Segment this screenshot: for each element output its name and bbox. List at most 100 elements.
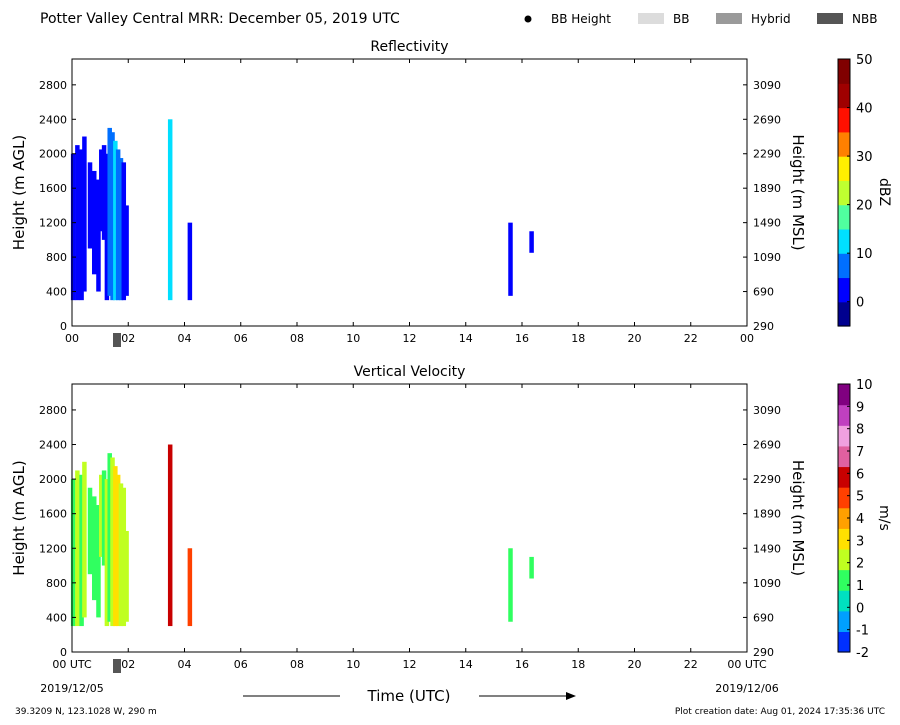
start-date: 2019/12/05	[40, 682, 103, 695]
reflectivity-colorbar-label: dBZ	[876, 178, 892, 206]
vertical-velocity-x-tick-label: 02	[121, 658, 135, 671]
legend-label: BB Height	[551, 12, 611, 26]
plot-creation-date: Plot creation date: Aug 01, 2024 17:35:3…	[675, 707, 885, 717]
vertical-velocity-colorbar-segment	[838, 487, 850, 509]
reflectivity-title: Reflectivity	[370, 39, 448, 55]
legend-swatch	[638, 13, 664, 24]
vertical-velocity-colorbar-tick-label: 8	[856, 423, 864, 438]
reflectivity-y-tick-label: 2800	[39, 79, 67, 92]
reflectivity-data-column	[79, 149, 84, 301]
vertical-velocity-colorbar-segment	[838, 507, 850, 529]
vertical-velocity-colorbar-label: m/s	[876, 505, 892, 531]
vertical-velocity-y-tick-label-right: 2290	[753, 473, 781, 486]
reflectivity-y-tick-label: 2000	[39, 148, 67, 161]
vertical-velocity-x-tick-label: 08	[290, 658, 304, 671]
vertical-velocity-y-tick-label: 400	[46, 611, 67, 624]
reflectivity-data-column	[75, 145, 80, 301]
reflectivity-data-column	[92, 170, 97, 275]
reflectivity-x-tick-label: 08	[290, 332, 304, 345]
vertical-velocity-y-tick-label-right: 290	[753, 646, 774, 659]
vertical-velocity-colorbar: -2 -1 0 1 2 3 4 5 6 7 8 9 10	[837, 378, 873, 661]
vertical-velocity-data-column	[70, 479, 76, 627]
vertical-velocity-y-tick-label: 1200	[39, 542, 67, 555]
vertical-velocity-colorbar-tick-label: 7	[856, 445, 864, 460]
reflectivity-y-tick-label-right: 2290	[753, 148, 781, 161]
vertical-velocity-x-tick-label: 20	[628, 658, 642, 671]
legend-swatch	[716, 13, 742, 24]
reflectivity-x-tick-label: 04	[178, 332, 192, 345]
reflectivity-x-tick-label: 06	[234, 332, 248, 345]
reflectivity-colorbar-segment	[838, 301, 850, 327]
vertical-velocity-colorbar-tick-label: -1	[856, 624, 869, 639]
vertical-velocity-colorbar-segment	[838, 425, 850, 447]
vertical-velocity-y-tick-label-right: 690	[753, 611, 774, 624]
vertical-velocity-marks	[70, 444, 534, 673]
vertical-velocity-x-tick-label: 14	[459, 658, 473, 671]
vertical-velocity-data-column	[115, 474, 121, 627]
vertical-velocity-y-tick-label-right: 1890	[753, 508, 781, 521]
vertical-velocity-y-tick-label: 2000	[39, 473, 67, 486]
vertical-velocity-y-label-right: Height (m MSL)	[789, 460, 807, 576]
vertical-velocity-colorbar-tick-label: 4	[856, 512, 864, 527]
vertical-velocity-plot-frame	[71, 383, 748, 653]
reflectivity-data-column	[167, 119, 173, 301]
reflectivity-x-tick-label: 12	[403, 332, 417, 345]
reflectivity-y-tick-label-right: 2690	[753, 113, 781, 126]
reflectivity-colorbar-segment	[838, 131, 850, 157]
vertical-velocity-x-tick-label: 22	[684, 658, 698, 671]
reflectivity-colorbar-segment	[838, 180, 850, 206]
reflectivity-x-tick-label: 18	[571, 332, 585, 345]
vertical-velocity-bright-band-marker	[113, 659, 121, 673]
reflectivity-colorbar-segment	[838, 253, 850, 279]
vertical-velocity-x-tick-label: 12	[403, 658, 417, 671]
x-axis-arrowhead-icon	[566, 692, 576, 700]
reflectivity-data-column	[110, 132, 115, 301]
vertical-velocity-data-column	[118, 483, 124, 627]
legend-label: Hybrid	[751, 12, 791, 26]
reflectivity-colorbar-frame	[837, 58, 851, 327]
vertical-velocity-colorbar-segment	[838, 404, 850, 426]
reflectivity-data-column	[87, 162, 93, 249]
vertical-velocity-data-column	[96, 505, 101, 618]
vertical-velocity-y-tick-label: 800	[46, 577, 67, 590]
vertical-velocity-colorbar-tick-label: -2	[856, 646, 869, 661]
reflectivity-data-column	[508, 222, 513, 296]
vertical-velocity-data-column	[75, 470, 80, 627]
reflectivity-bright-band-marker	[113, 333, 121, 347]
vertical-velocity-colorbar-tick-label: 2	[856, 557, 864, 572]
vertical-velocity-title: Vertical Velocity	[354, 364, 466, 380]
reflectivity-y-tick-label-right: 290	[753, 320, 774, 333]
reflectivity-marks	[70, 119, 534, 347]
vertical-velocity-x-tick-label: 04	[178, 658, 192, 671]
reflectivity-data-column	[121, 162, 127, 301]
vertical-velocity-colorbar-tick-label: 6	[856, 467, 864, 482]
vertical-velocity-axes: 00 UTC 02 04 06 08 10 12 14 16 18 20 22 00 UTC040080…	[39, 384, 781, 671]
reflectivity-colorbar: 0 10 20 30 40 50	[837, 53, 873, 327]
figure-title: Potter Valley Central MRR: December 05, …	[40, 11, 400, 27]
reflectivity-colorbar-segment	[838, 59, 850, 84]
vertical-velocity-colorbar-segment	[838, 548, 850, 571]
reflectivity-data-column	[529, 231, 534, 253]
reflectivity-x-tick-label: 10	[346, 332, 360, 345]
vertical-velocity-y-tick-label: 0	[60, 646, 67, 659]
vertical-velocity-panel: Vertical Velocity 00 UTC 02 04 06 08 10 12 14 16…	[10, 364, 892, 673]
reflectivity-y-tick-label-right: 1090	[753, 251, 781, 264]
reflectivity-colorbar-tick-label: 20	[856, 199, 873, 214]
reflectivity-x-tick-label: 16	[515, 332, 529, 345]
reflectivity-colorbar-tick-label: 30	[856, 150, 873, 165]
reflectivity-x-tick-label: 14	[459, 332, 473, 345]
vertical-velocity-colorbar-tick-label: 10	[856, 378, 873, 393]
reflectivity-axes: 00 02 04 06 08 10 12 14 16 18 20 22 0004008001200160…	[39, 59, 781, 345]
reflectivity-colorbar-tick-label: 50	[856, 53, 873, 68]
reflectivity-data-column	[107, 127, 112, 296]
reflectivity-data-column	[70, 153, 76, 301]
vertical-velocity-colorbar-segment	[838, 569, 850, 591]
reflectivity-y-tick-label-right: 690	[753, 286, 774, 299]
vertical-velocity-colorbar-segment	[838, 610, 850, 632]
vertical-velocity-y-tick-label: 2800	[39, 404, 67, 417]
reflectivity-y-label: Height (m AGL)	[10, 135, 28, 250]
reflectivity-y-tick-label: 1200	[39, 217, 67, 230]
vertical-velocity-data-column	[508, 548, 513, 622]
bb-height-dot-icon	[524, 15, 532, 23]
reflectivity-x-tick-label: 22	[684, 332, 698, 345]
